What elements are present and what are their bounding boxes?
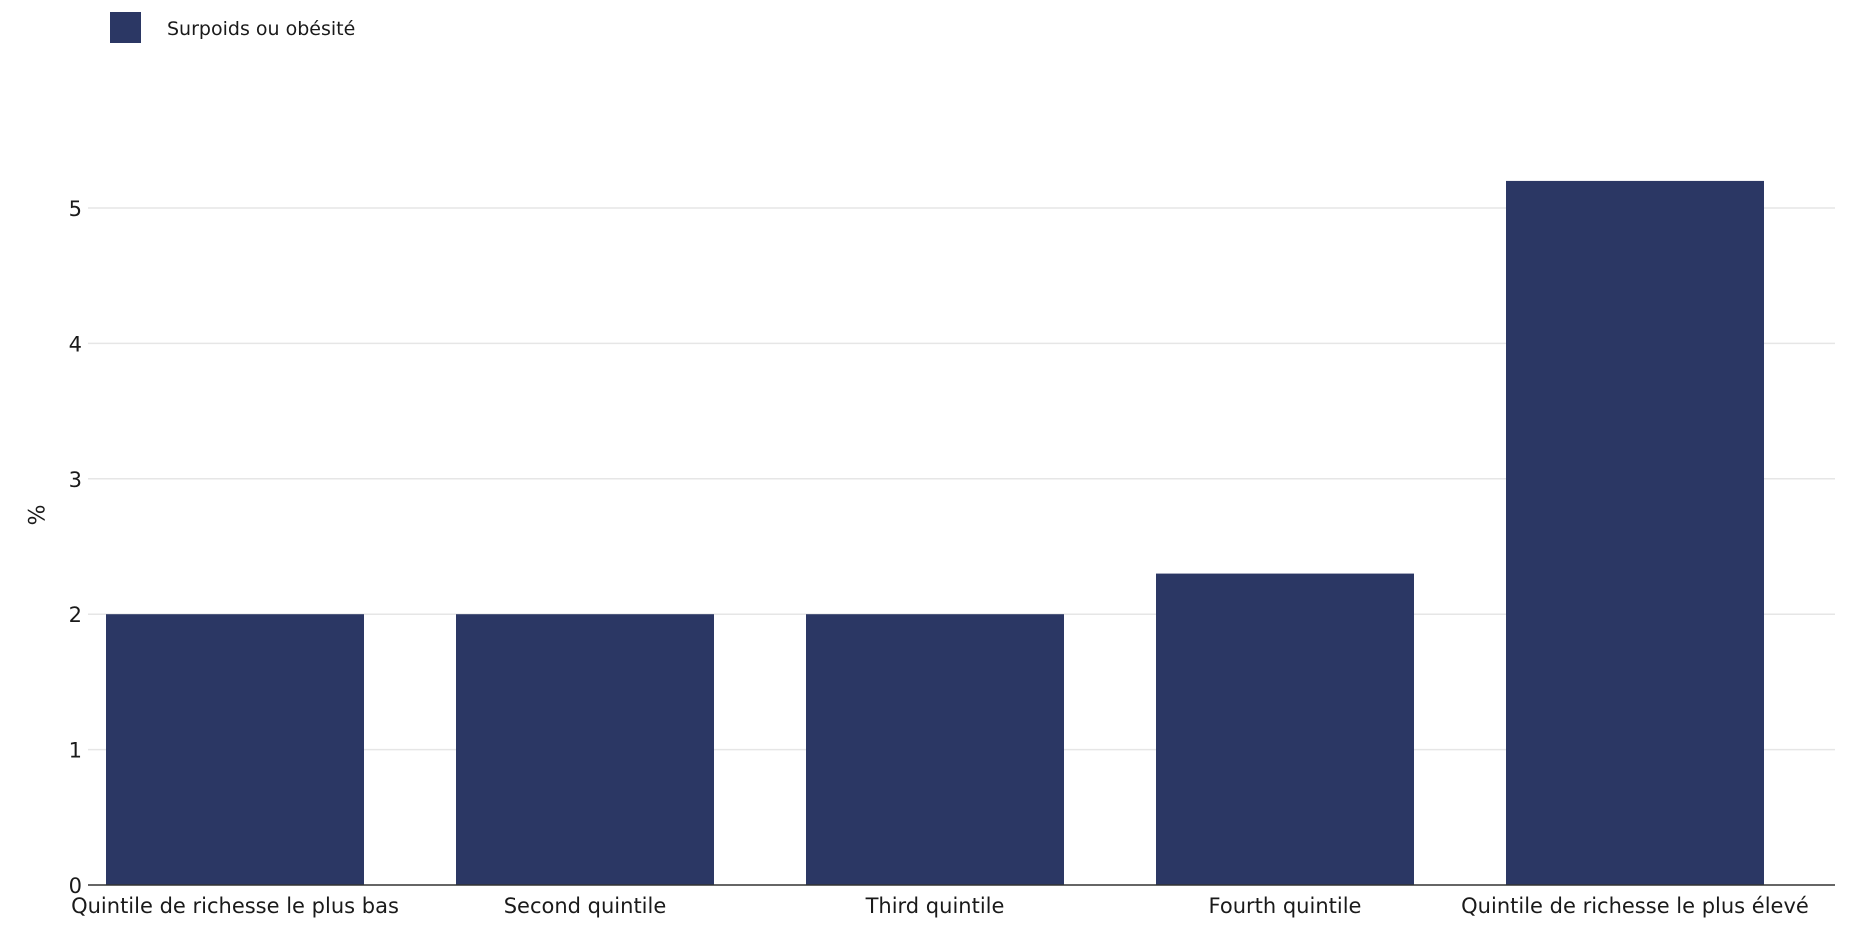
y-tick-label: 1 bbox=[69, 739, 82, 763]
y-tick-label: 3 bbox=[69, 468, 82, 492]
legend-swatch bbox=[110, 12, 141, 43]
axes: 0 1 2 3 4 5 Quintile de richesse le plus bas Se… bbox=[69, 197, 1835, 918]
bar bbox=[106, 614, 364, 885]
x-tick-label: Third quintile bbox=[865, 894, 1005, 918]
x-tick-label: Quintile de richesse le plus bas bbox=[71, 894, 399, 918]
bars bbox=[106, 180, 1764, 886]
y-tick-label: 2 bbox=[69, 603, 82, 627]
legend-label: Surpoids ou obésité bbox=[167, 18, 355, 40]
legend: Surpoids ou obésité bbox=[110, 12, 355, 43]
y-tick-label: 4 bbox=[69, 332, 82, 356]
x-tick-label: Fourth quintile bbox=[1209, 894, 1362, 918]
bar bbox=[806, 614, 1064, 885]
bar bbox=[1506, 180, 1764, 886]
bar bbox=[1156, 573, 1414, 885]
y-axis-label: % bbox=[22, 505, 47, 526]
bar bbox=[456, 614, 714, 885]
y-tick-label: 0 bbox=[69, 874, 82, 898]
y-tick-label: 5 bbox=[69, 197, 82, 221]
x-tick-label: Second quintile bbox=[504, 894, 667, 918]
x-tick-label: Quintile de richesse le plus élevé bbox=[1461, 894, 1809, 918]
